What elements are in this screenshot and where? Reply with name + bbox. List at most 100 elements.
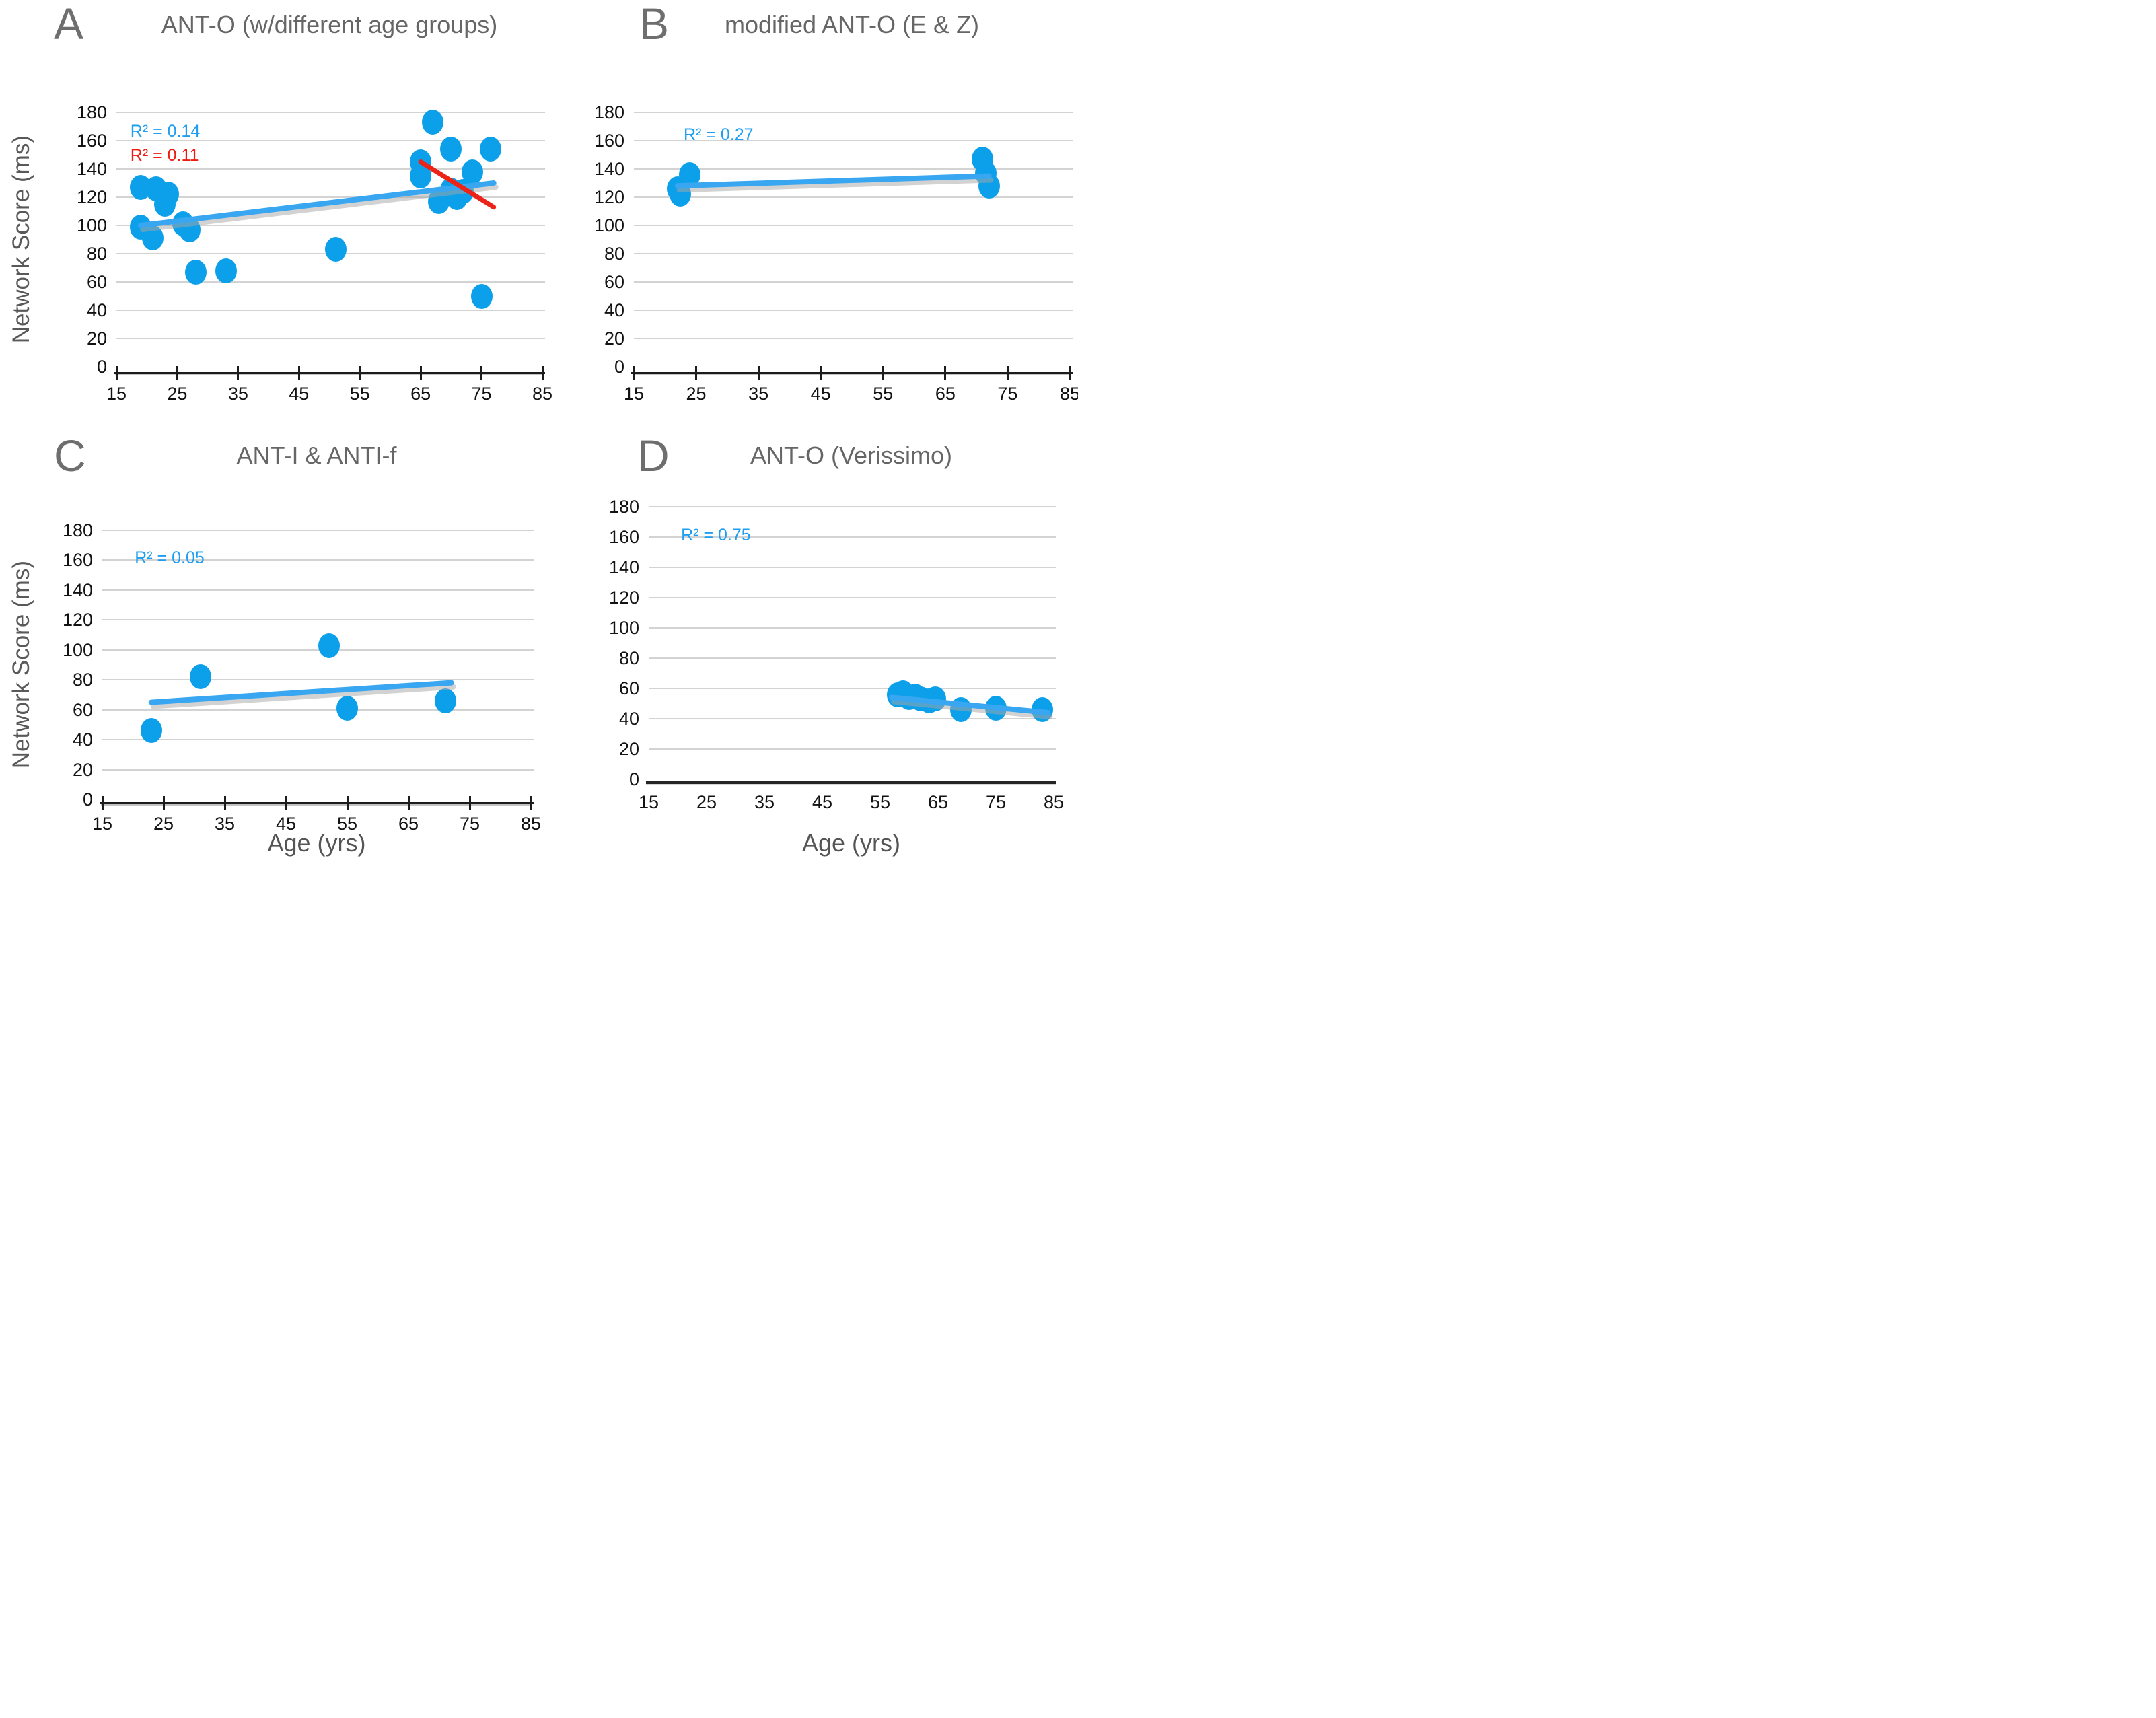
gridline — [102, 619, 534, 621]
y-tick-label: 80 — [86, 244, 107, 264]
r-squared-label: R² = 0.14 — [130, 122, 201, 141]
y-tick-label: 160 — [608, 527, 639, 547]
y-tick-label: 180 — [76, 102, 107, 122]
panel-title-b: modified ANT-O (E & Z) — [724, 11, 980, 38]
y-axis-title-text: Network Score (ms) — [8, 135, 34, 344]
y-tick-label: 100 — [608, 618, 639, 638]
trend-lines — [889, 694, 1053, 719]
x-tick-label: 15 — [106, 384, 127, 404]
y-tick-label: 60 — [618, 678, 639, 699]
x-tick-label: 75 — [471, 384, 492, 404]
x-tick-label: 45 — [275, 814, 297, 834]
scatter-plot-a: 180 160 140 120 100 80 60 40 20 0 15 25 35 45 55 65 75 85… — [77, 102, 552, 404]
x-tick-label: 35 — [214, 814, 236, 834]
blue-trend-shadow — [140, 184, 499, 232]
y-tick-label: 80 — [604, 244, 624, 264]
gridline — [102, 589, 534, 591]
x-tick-mark — [223, 796, 226, 810]
red-trend — [418, 159, 497, 210]
x-tick-label: 45 — [810, 384, 831, 404]
x-axis-line — [114, 372, 545, 374]
x-tick-label: 55 — [349, 384, 370, 404]
x-tick-mark — [757, 366, 760, 380]
y-tick-label: 180 — [608, 497, 639, 517]
gridline — [649, 627, 1056, 629]
gridline — [649, 718, 1056, 719]
data-point — [189, 664, 211, 690]
trend-lines — [148, 680, 456, 709]
x-tick-label: 65 — [927, 792, 949, 812]
y-tick-label: 60 — [86, 272, 107, 292]
y-tick-label: 0 — [96, 357, 107, 377]
x-tick-mark — [419, 366, 422, 380]
x-tick-label: 25 — [686, 384, 707, 404]
x-tick-label: 35 — [227, 384, 248, 404]
y-tick-label: 0 — [82, 789, 93, 810]
gridline — [634, 225, 1073, 226]
r-squared-label: R² = 0.27 — [684, 124, 754, 144]
panel-d: D ANT-O (Verissimo) 180 160 140 120 100 80 60 4… — [545, 429, 1078, 859]
x-tick-label: 65 — [398, 814, 419, 834]
data-point — [215, 258, 237, 283]
y-tick-label: 140 — [608, 557, 639, 577]
data-point — [336, 695, 358, 721]
gridline — [102, 739, 534, 741]
gridline — [116, 112, 545, 113]
x-tick-mark — [820, 366, 822, 380]
blue-trend-shadow — [150, 684, 456, 709]
x-tick-label: 15 — [623, 384, 645, 404]
y-tick-label: 20 — [72, 759, 93, 780]
panel-letter-b: B — [639, 0, 670, 48]
x-tick-label: 25 — [696, 792, 717, 812]
x-tick-mark — [633, 366, 635, 380]
r-squared-label: R² = 0.11 — [130, 146, 199, 166]
data-point — [324, 237, 347, 262]
gridline — [649, 506, 1056, 507]
y-tick-label: 100 — [76, 215, 107, 236]
x-axis-line — [631, 372, 1073, 374]
y-tick-label: 100 — [62, 639, 93, 660]
x-tick-mark — [346, 796, 349, 810]
x-tick-label: 25 — [153, 814, 174, 834]
x-tick-label: 35 — [748, 384, 769, 404]
gridline — [116, 338, 545, 339]
x-tick-label: 85 — [532, 384, 553, 404]
y-tick-label: 120 — [608, 587, 639, 608]
panel-letter-c: C — [54, 431, 86, 480]
x-tick-mark — [162, 796, 165, 810]
x-tick-label: 65 — [410, 384, 431, 404]
data-point — [154, 192, 176, 217]
data-point — [184, 259, 207, 285]
x-tick-mark — [176, 366, 178, 380]
y-tick-label: 60 — [72, 699, 93, 720]
gridline — [634, 168, 1073, 170]
panel-letter-d: D — [637, 431, 670, 480]
x-tick-mark — [1006, 366, 1009, 380]
y-tick-label: 120 — [76, 187, 107, 207]
data-point — [434, 688, 456, 713]
x-axis-title: Age (yrs) — [801, 829, 901, 857]
blue-trend-shadow — [891, 699, 1053, 719]
x-tick-mark — [297, 366, 300, 380]
y-tick-label: 20 — [86, 328, 107, 349]
panel-title-c: ANT-I & ANTI-f — [236, 441, 397, 469]
x-tick-label: 15 — [92, 814, 113, 834]
x-tick-label: 25 — [167, 384, 188, 404]
x-tick-mark — [695, 366, 698, 380]
x-tick-mark — [285, 796, 287, 810]
gridline — [634, 112, 1073, 113]
gridline — [116, 168, 545, 170]
figure-canvas: A ANT-O (w/different age groups) Network… — [0, 0, 1078, 859]
y-tick-label: 160 — [594, 131, 624, 151]
r-squared-label: R² = 0.05 — [135, 548, 205, 568]
gridline — [634, 281, 1073, 283]
x-tick-label: 75 — [985, 792, 1007, 812]
gridline — [116, 140, 545, 141]
panel-c: C ANT-I & ANTI-f Network Score (ms) 180 1… — [0, 429, 545, 859]
gridline — [634, 338, 1073, 339]
gridline — [102, 768, 534, 771]
y-tick-label: 20 — [604, 328, 624, 349]
gridline — [649, 748, 1056, 750]
x-tick-mark — [1069, 366, 1071, 380]
x-tick-mark — [359, 366, 361, 380]
